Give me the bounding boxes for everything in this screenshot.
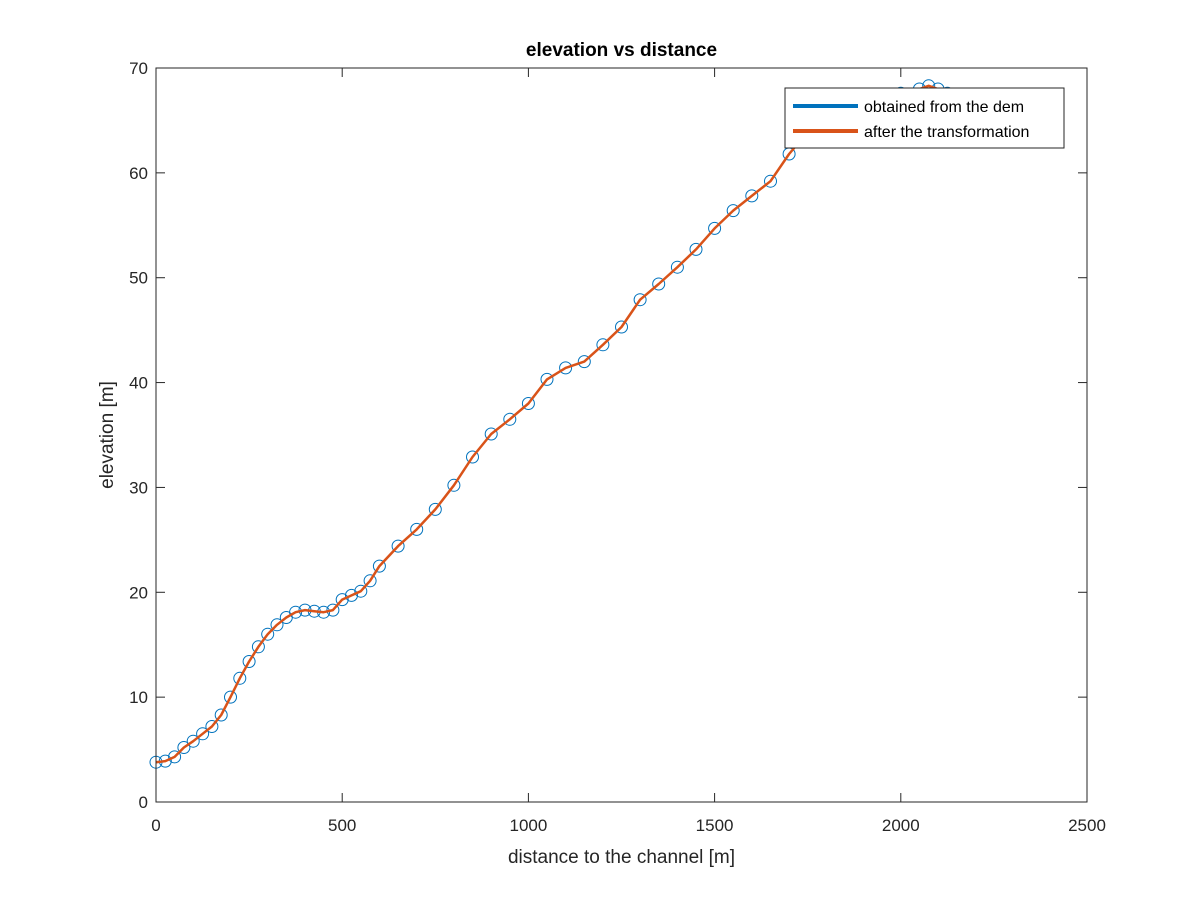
data-point <box>205 720 219 733</box>
data-point <box>521 397 535 410</box>
data-point <box>391 539 405 553</box>
y-tick-label-4: 40 <box>129 374 148 393</box>
x-tick-label-2: 1000 <box>509 816 547 835</box>
data-point <box>708 221 722 235</box>
data-point <box>363 574 377 588</box>
data-point <box>503 412 517 426</box>
x-tick-label-3: 1500 <box>696 816 734 835</box>
y-tick-label-2: 20 <box>129 583 148 602</box>
legend-label-transformation: after the transformation <box>864 124 1029 141</box>
data-point <box>196 727 210 741</box>
x-tick-label-1: 500 <box>328 816 356 835</box>
data-point <box>233 671 247 685</box>
ticks-layer: 0 500 1000 1500 2000 2500 0 10 20 30 40 50 60 70 <box>129 59 1106 835</box>
legend: obtained from the dem after the transfor… <box>784 87 1065 149</box>
data-point <box>289 605 303 619</box>
legend-label-dem: obtained from the dem <box>864 99 1024 116</box>
y-tick-label-5: 50 <box>129 269 148 288</box>
data-point <box>428 502 442 516</box>
data-point <box>372 559 386 573</box>
data-point <box>484 427 498 441</box>
data-point <box>540 372 554 386</box>
data-point <box>186 734 200 748</box>
data-point <box>615 320 628 334</box>
data-point <box>354 584 368 598</box>
data-point <box>670 260 684 274</box>
data-point <box>577 355 591 369</box>
data-point <box>261 627 275 641</box>
x-tick-label-5: 2500 <box>1068 816 1106 835</box>
y-tick-label-0: 0 <box>139 793 148 812</box>
data-point <box>466 450 479 464</box>
data-point <box>242 655 256 668</box>
data-point <box>652 277 666 291</box>
y-axis-label: elevation [m] <box>97 381 118 489</box>
y-tick-label-7: 70 <box>129 59 148 78</box>
chart-title: elevation vs distance <box>526 40 717 61</box>
data-point <box>689 242 703 256</box>
data-point <box>270 618 284 632</box>
axes-box <box>155 67 1088 803</box>
data-point <box>410 522 424 536</box>
data-point <box>745 189 759 203</box>
data-point <box>345 588 358 602</box>
data-point <box>224 690 237 704</box>
data-point <box>326 603 340 617</box>
plot-area <box>156 68 1087 802</box>
data-point <box>447 478 461 492</box>
data-point <box>633 293 647 307</box>
data-point <box>177 741 191 754</box>
data-point <box>596 338 610 352</box>
data-point <box>559 361 573 375</box>
x-tick-label-0: 0 <box>151 816 160 835</box>
data-point <box>335 593 349 607</box>
data-point <box>214 708 228 722</box>
data-point <box>251 640 265 654</box>
legend-box <box>784 87 1065 149</box>
x-tick-label-4: 2000 <box>882 816 920 835</box>
data-point <box>726 204 740 218</box>
y-tick-label-3: 30 <box>129 478 148 497</box>
data-point <box>764 174 777 188</box>
data-point <box>168 750 182 764</box>
y-tick-label-1: 10 <box>129 688 148 707</box>
y-tick-label-6: 60 <box>129 164 148 183</box>
x-axis-label: distance to the channel [m] <box>508 847 735 868</box>
